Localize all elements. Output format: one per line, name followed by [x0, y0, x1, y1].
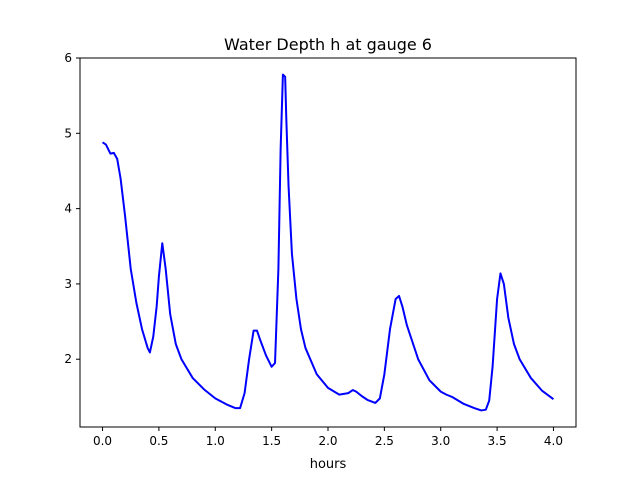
x-tick-label: 3.5 — [488, 434, 507, 448]
series-line-0 — [101, 73, 555, 412]
y-tick-label: 3 — [64, 277, 72, 291]
y-tick-label: 6 — [64, 51, 72, 65]
x-tick-label: 0.5 — [149, 434, 168, 448]
x-tick-label: 3.0 — [431, 434, 450, 448]
x-tick-label: 1.0 — [206, 434, 225, 448]
x-axis-label: hours — [310, 457, 347, 472]
x-tick-label: 2.5 — [375, 434, 394, 448]
x-tick-label: 1.5 — [262, 434, 281, 448]
x-tick-label: 2.0 — [318, 434, 337, 448]
plot-area: 0.0 0.5 1.0 1.5 2.0 2.5 3.0 3.5 4.0 2 3 4 5 6 — [64, 51, 577, 448]
y-tick-label: 2 — [64, 352, 72, 366]
x-tick-label: 4.0 — [544, 434, 563, 448]
y-tick-label: 4 — [64, 202, 72, 216]
chart-title: Water Depth h at gauge 6 — [224, 35, 432, 54]
x-tick-label: 0.0 — [93, 434, 112, 448]
y-tick-label: 5 — [64, 126, 72, 140]
